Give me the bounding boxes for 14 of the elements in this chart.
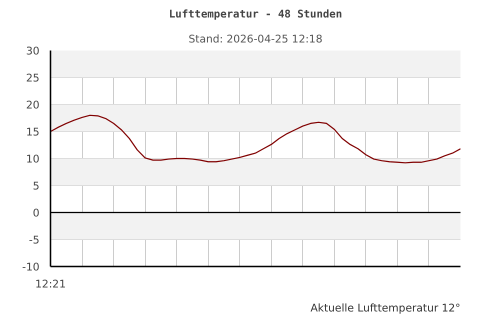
chart-subtitle: Stand: 2026-04-25 12:18 xyxy=(188,32,323,46)
line-series xyxy=(50,114,460,164)
x-tick-label: 12:21 xyxy=(35,278,66,290)
y-tick-label: 10 xyxy=(26,152,40,166)
y-tick-label: -10 xyxy=(22,260,40,274)
chart-title: Lufttemperatur - 48 Stunden xyxy=(168,8,342,20)
y-tick-label: 15 xyxy=(26,126,40,138)
text: Aktuelle Lufttemperatur 12° xyxy=(310,302,461,314)
y-tick-label: 5 xyxy=(32,180,40,192)
y-tick-label: 20 xyxy=(26,98,40,112)
y-tick-label: 0 xyxy=(32,206,40,220)
y-tick-label: 30 xyxy=(26,44,40,58)
y-tick-label: -5 xyxy=(28,234,40,246)
y-tick-label: 25 xyxy=(26,72,40,84)
